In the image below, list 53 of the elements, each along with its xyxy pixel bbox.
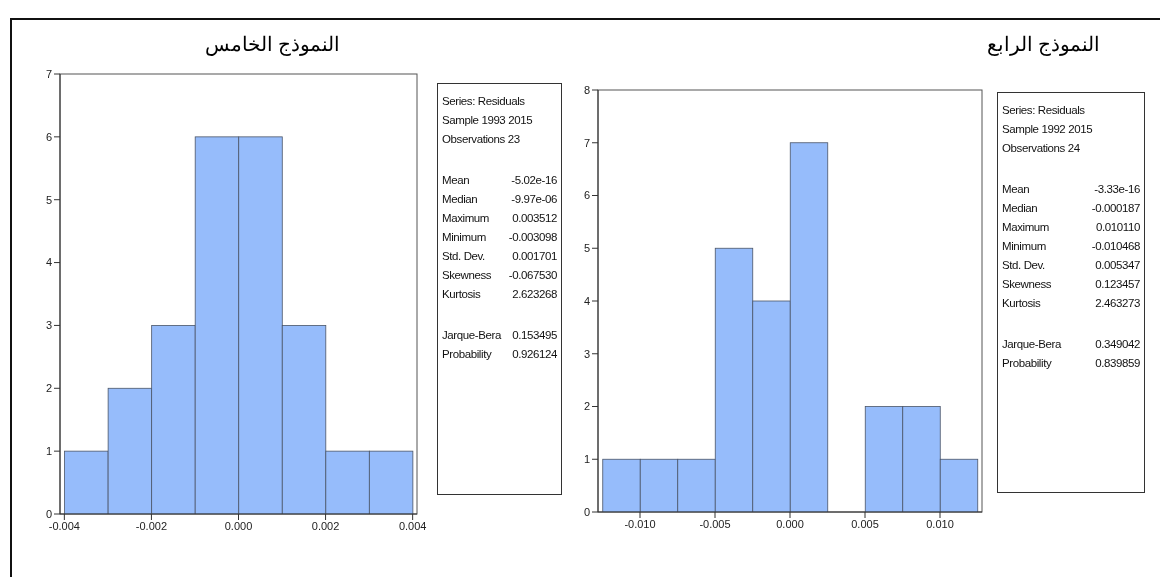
y-tick-label: 8 [583, 83, 590, 96]
text: Kurtosis 2.463273 [1002, 297, 1140, 309]
text: Probability 0.839859 [1002, 357, 1140, 369]
y-tick-label: 2 [45, 382, 52, 395]
x-tick-label: 0.004 [398, 519, 427, 532]
text: Series: Residuals [442, 94, 526, 109]
y-tick-label: 0 [583, 505, 590, 518]
text: Kurtosis 2.623268 [442, 288, 557, 300]
x-tick-label: 0.010 [926, 517, 954, 530]
x-tick-label: 0.005 [851, 517, 879, 530]
y-tick-label: 6 [45, 130, 52, 143]
text: Mean -3.33e-16 [1002, 183, 1140, 195]
y-tick-label: 6 [583, 189, 590, 202]
y-tick-label: 3 [45, 319, 52, 332]
text: Median -0.000187 [1002, 202, 1140, 214]
text: Jarque-Bera 0.153495 [442, 328, 557, 343]
x-tick-label: -0.010 [624, 517, 656, 530]
x-tick-label: 0.000 [776, 517, 804, 530]
y-tick-label: 1 [583, 453, 590, 466]
y-tick-label: 2 [583, 400, 590, 413]
text: Observations 24 [1002, 141, 1081, 156]
text: Maximum 0.010110 [1002, 221, 1140, 233]
x-tick-label: -0.004 [48, 519, 80, 532]
y-tick-label: 5 [583, 242, 590, 255]
text: Series: Residuals [1002, 103, 1086, 118]
text: Std. Dev. 0.001701 [442, 250, 557, 262]
x-tick-label: -0.005 [699, 517, 731, 530]
y-tick-label: 4 [45, 256, 52, 269]
text: Maximum 0.003512 [442, 212, 557, 224]
text: النموذج الرابع [986, 32, 1100, 56]
y-tick-label: 0 [45, 507, 52, 520]
chart-title: النموذج الخامس [204, 32, 340, 56]
x-tick-label: 0.000 [224, 519, 253, 532]
y-tick-label: 1 [45, 445, 52, 458]
x-tick-label: 0.002 [311, 519, 340, 532]
text: Sample 1993 2015 [442, 113, 534, 128]
text: Observations 23 [442, 132, 521, 147]
text: Jarque-Bera 0.349042 [1002, 338, 1140, 350]
text: Std. Dev. 0.005347 [1002, 259, 1140, 271]
text: Probability 0.926124 [442, 348, 557, 360]
y-tick-label: 7 [45, 67, 52, 80]
text: Minimum -0.010468 [1002, 240, 1140, 252]
y-tick-label: 3 [583, 347, 590, 360]
text: Minimum -0.003098 [442, 231, 557, 243]
y-tick-label: 4 [583, 294, 590, 307]
text: Median -9.97e-06 [442, 193, 557, 205]
text: Skewness 0.123457 [1002, 278, 1140, 290]
text: Mean -5.02e-16 [442, 174, 557, 186]
y-tick-label: 7 [583, 136, 590, 149]
x-tick-label: -0.002 [135, 519, 168, 532]
text: Sample 1992 2015 [1002, 122, 1094, 137]
y-tick-label: 5 [45, 193, 52, 206]
text: Skewness -0.067530 [442, 269, 557, 281]
